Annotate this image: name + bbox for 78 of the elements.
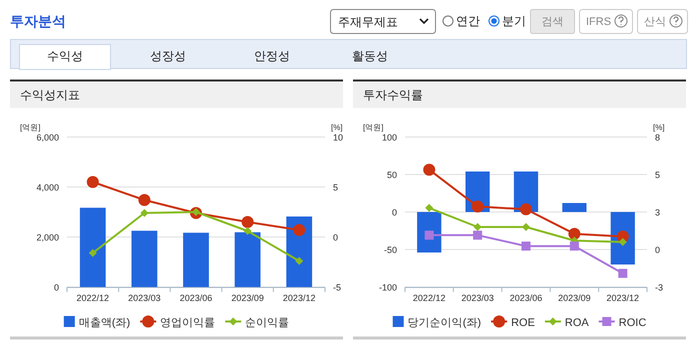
legend-label: ROA — [564, 317, 590, 329]
text: IFRS — [586, 16, 612, 28]
point — [242, 216, 254, 228]
y2-tick-label: 8 — [655, 132, 660, 142]
chart-title: 투자수익률 — [363, 88, 423, 102]
point — [520, 203, 532, 216]
bar — [562, 203, 586, 212]
y-axis-title: [억원] — [363, 123, 384, 132]
point — [295, 257, 304, 265]
text: 투자분석 — [10, 13, 66, 29]
point — [473, 230, 482, 240]
bar — [183, 232, 209, 287]
y-tick-label: 0 — [392, 208, 397, 218]
y2-tick-label: 3 — [655, 208, 660, 218]
text: 성장성 — [150, 49, 186, 63]
legend-label: 매출액(좌) — [78, 317, 130, 329]
point — [423, 164, 436, 176]
x-tick-label: 2023/06 — [510, 293, 542, 303]
y2-axis-title: [%] — [331, 123, 343, 132]
point — [140, 209, 148, 217]
point — [88, 249, 97, 257]
bar — [234, 232, 260, 287]
point — [425, 204, 434, 212]
point — [618, 238, 627, 246]
y2-tick-label: 0 — [655, 245, 660, 255]
point — [244, 227, 252, 235]
text: 연간 — [456, 14, 480, 28]
y2-tick-label: 5 — [333, 182, 338, 192]
y-axis-title: [억원] — [20, 123, 40, 132]
point — [472, 200, 484, 213]
y-tick-label: 2,000 — [36, 232, 59, 242]
x-tick-label: 2022/12 — [76, 293, 110, 303]
y2-tick-label: -5 — [333, 282, 342, 292]
text: 주재무제표 — [338, 15, 398, 29]
text: 활동성 — [352, 49, 388, 63]
legend-label: 영업이익률 — [160, 317, 216, 329]
y2-tick-label: -3 — [655, 282, 664, 292]
y2-axis-title: [%] — [653, 123, 665, 132]
point — [522, 223, 530, 231]
point — [293, 224, 306, 236]
point — [618, 268, 628, 278]
point — [138, 194, 150, 206]
text: 산식 — [644, 16, 666, 28]
x-tick-label: 2023/03 — [128, 293, 161, 303]
x-tick-label: 2023/06 — [180, 293, 212, 303]
point — [424, 230, 434, 240]
x-tick-label: 2023/09 — [231, 293, 264, 303]
y-tick-label: 0 — [54, 282, 59, 292]
y-tick-label: 6,000 — [36, 132, 59, 142]
legend-label: ROE — [511, 317, 535, 329]
point — [86, 176, 99, 188]
point — [570, 242, 579, 251]
text: 검색 — [542, 16, 564, 28]
y-tick-label: 4,000 — [36, 182, 59, 192]
x-tick-label: 2023/12 — [282, 293, 316, 303]
bar — [286, 216, 312, 287]
legend-label: 당기순이익(좌) — [408, 317, 482, 329]
x-tick-label: 2022/12 — [412, 293, 446, 303]
y2-tick-label: 10 — [333, 132, 344, 142]
point — [522, 242, 530, 251]
chart-title: 수익성지표 — [20, 88, 80, 102]
legend-label: 순이익률 — [245, 317, 290, 329]
text: 수익성 — [47, 49, 83, 63]
x-tick-label: 2023/12 — [606, 293, 640, 303]
x-tick-label: 2023/09 — [558, 293, 591, 303]
legend-label: ROIC — [618, 317, 646, 329]
y-tick-label: 50 — [386, 170, 397, 180]
bar — [80, 208, 106, 287]
text: 안정성 — [254, 49, 290, 63]
y-tick-label: -50 — [384, 245, 397, 255]
point — [568, 228, 580, 240]
x-tick-label: 2023/03 — [461, 293, 494, 303]
text: 분기 — [502, 14, 526, 28]
bar — [132, 230, 158, 287]
y2-tick-label: 5 — [655, 170, 660, 180]
y2-tick-label: 0 — [333, 232, 338, 242]
y-tick-label: 100 — [382, 132, 397, 142]
y-tick-label: -100 — [378, 282, 397, 292]
